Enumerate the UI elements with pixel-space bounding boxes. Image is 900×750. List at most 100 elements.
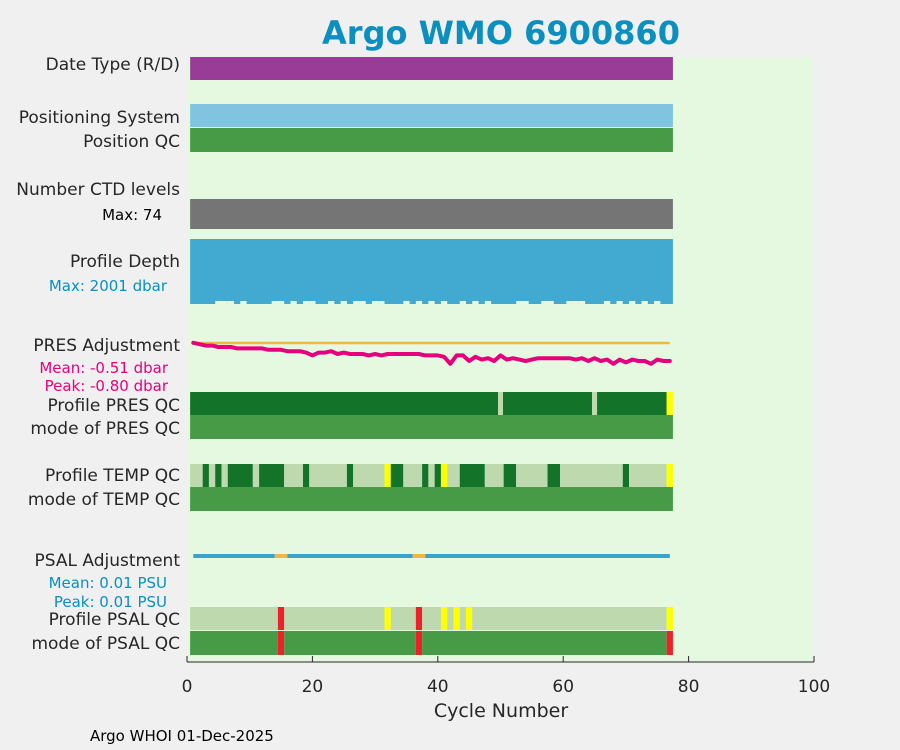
bar-profile-pres-qc-segment-4 — [597, 392, 667, 415]
bar-mode-of-psal-qc-segment-4 — [422, 631, 667, 655]
bar-profile-temp-qc-segment-29 — [666, 464, 673, 487]
profile-depth-gap-27 — [572, 301, 579, 304]
pres-adjustment-mean: Mean: -0.51 dbar — [39, 359, 169, 377]
bar-profile-temp-qc-segment-22 — [484, 464, 504, 487]
plot-background — [187, 57, 814, 662]
bar-profile-temp-qc-segment-2 — [208, 464, 216, 487]
bar-profile-psal-qc-segment-5 — [415, 607, 423, 630]
bar-profile-temp-qc-segment-25 — [547, 464, 561, 487]
profile-depth-gap-25 — [547, 301, 554, 304]
profile-depth-gap-31 — [629, 301, 636, 304]
profile-depth-gap-4 — [271, 301, 278, 304]
profile-depth-gap-29 — [603, 301, 611, 304]
profile-depth-gap-3 — [240, 301, 247, 304]
bar-profile-temp-qc-segment-24 — [516, 464, 548, 487]
row-label-mode-pres-qc: mode of PRES QC — [30, 419, 180, 439]
bar-profile-psal-qc-segment-12 — [472, 607, 667, 630]
profile-depth-gap-23 — [522, 301, 529, 304]
profile-depth-gap-18 — [440, 301, 448, 304]
bar-mode-of-pres-qc-segment-0 — [190, 415, 673, 439]
psal-adjustment-mean: Mean: 0.01 PSU — [49, 574, 167, 592]
bar-profile-temp-qc-segment-14 — [390, 464, 404, 487]
profile-depth-gap-2 — [227, 301, 235, 304]
bar-profile-psal-qc-segment-8 — [447, 607, 454, 630]
x-tick-label-20: 20 — [302, 677, 324, 697]
bar-profile-temp-qc-segment-9 — [302, 464, 310, 487]
bar-profile-temp-qc-segment-4 — [221, 464, 228, 487]
bar-profile-temp-qc-segment-27 — [622, 464, 630, 487]
row-label-position-qc: Position QC — [83, 132, 180, 152]
bar-profile-temp-qc-segment-26 — [560, 464, 623, 487]
bar-profile-psal-qc-segment-2 — [284, 607, 385, 630]
bar-profile-temp-qc-segment-10 — [309, 464, 347, 487]
row-label-profile-pres-qc: Profile PRES QC — [47, 396, 180, 416]
profile-depth-gap-20 — [472, 301, 479, 304]
profile-depth-gap-19 — [459, 301, 467, 304]
bar-profile-temp-qc-segment-19 — [440, 464, 448, 487]
profile-depth-max-note: Max: 2001 dbar — [49, 277, 168, 295]
profile-depth-gap-10 — [340, 301, 347, 304]
profile-depth-gap-16 — [415, 301, 423, 304]
bar-profile-psal-qc-segment-13 — [666, 607, 673, 630]
profile-depth-gap-21 — [484, 301, 492, 304]
bar-profile-temp-qc-segment-16 — [422, 464, 429, 487]
bar-profile-psal-qc-segment-3 — [384, 607, 391, 630]
bar-profile-temp-qc-segment-7 — [259, 464, 285, 487]
x-axis-ticks: 0 20 40 60 80 100 — [182, 656, 830, 697]
bar-profile-temp-qc-segment-0 — [190, 464, 203, 487]
x-tick-label-100: 100 — [798, 677, 830, 697]
row-label-mode-temp-qc: mode of TEMP QC — [28, 490, 180, 510]
profile-depth-gap-28 — [578, 301, 586, 304]
profile-depth-gap-13 — [371, 301, 379, 304]
psal-adjustment-peak: Peak: 0.01 PSU — [54, 593, 167, 611]
row-label-profile-temp-qc: Profile TEMP QC — [45, 466, 180, 486]
profile-depth-gap-8 — [309, 301, 316, 304]
profile-depth-gap-14 — [378, 301, 385, 304]
bar-profile-temp-qc-segment-13 — [384, 464, 391, 487]
bar-profile-temp-qc-segment-28 — [629, 464, 667, 487]
bar-profile-pres-qc-segment-0 — [190, 392, 498, 415]
bar-mode-of-temp-qc-segment-0 — [190, 487, 673, 511]
bar-mode-of-psal-qc-segment-3 — [415, 631, 423, 655]
profile-depth-gap-9 — [328, 301, 335, 304]
bar-profile-pres-qc-segment-5 — [666, 392, 673, 415]
bar-profile-temp-qc-segment-3 — [215, 464, 222, 487]
x-tick-label-40: 40 — [427, 677, 449, 697]
profile-depth-gap-1 — [221, 301, 228, 304]
row-label-number-ctd-levels: Number CTD levels — [16, 180, 180, 200]
pres-adjustment-peak: Peak: -0.80 dbar — [45, 377, 169, 395]
row-label-mode-psal-qc: mode of PSAL QC — [31, 634, 180, 654]
bar-profile-temp-qc-segment-6 — [252, 464, 260, 487]
bar-profile-pres-qc-segment-3 — [592, 392, 598, 415]
x-axis-label: Cycle Number — [434, 700, 568, 722]
bar-profile-temp-qc-segment-8 — [284, 464, 303, 487]
bar-profile-temp-qc-segment-18 — [434, 464, 441, 487]
x-tick-label-0: 0 — [182, 677, 193, 697]
profile-depth-gap-15 — [403, 301, 410, 304]
bar-profile-psal-qc-segment-11 — [466, 607, 473, 630]
bar-number-ctd-levels-segment-0 — [190, 199, 673, 229]
row-label-date-type: Date Type (R/D) — [46, 55, 180, 75]
row-label-psal-adjustment: PSAL Adjustment — [35, 551, 181, 571]
pres-adjustment-line — [191, 340, 672, 366]
bar-profile-temp-qc-segment-17 — [428, 464, 435, 487]
profile-depth-gap-32 — [641, 301, 648, 304]
bar-profile-psal-qc-segment-10 — [459, 607, 467, 630]
profile-depth-gap-30 — [616, 301, 623, 304]
profile-depth-gap-26 — [566, 301, 573, 304]
x-tick-label-80: 80 — [678, 677, 700, 697]
bar-profile-psal-qc-segment-7 — [440, 607, 448, 630]
bar-profile-psal-qc-segment-4 — [390, 607, 416, 630]
bar-profile-psal-qc-segment-9 — [453, 607, 460, 630]
profile-depth-gap-24 — [541, 301, 548, 304]
bar-profile-temp-qc-segment-1 — [202, 464, 209, 487]
row-label-profile-psal-qc: Profile PSAL QC — [49, 610, 180, 630]
profile-depth-gap-11 — [353, 301, 360, 304]
bar-profile-pres-qc-segment-1 — [497, 392, 504, 415]
profile-depth-gap-7 — [302, 301, 310, 304]
x-tick-label-60: 60 — [552, 677, 574, 697]
chart-marks — [190, 57, 673, 655]
bar-mode-of-psal-qc-segment-2 — [284, 631, 416, 655]
bar-position-qc-segment-0 — [190, 128, 673, 152]
